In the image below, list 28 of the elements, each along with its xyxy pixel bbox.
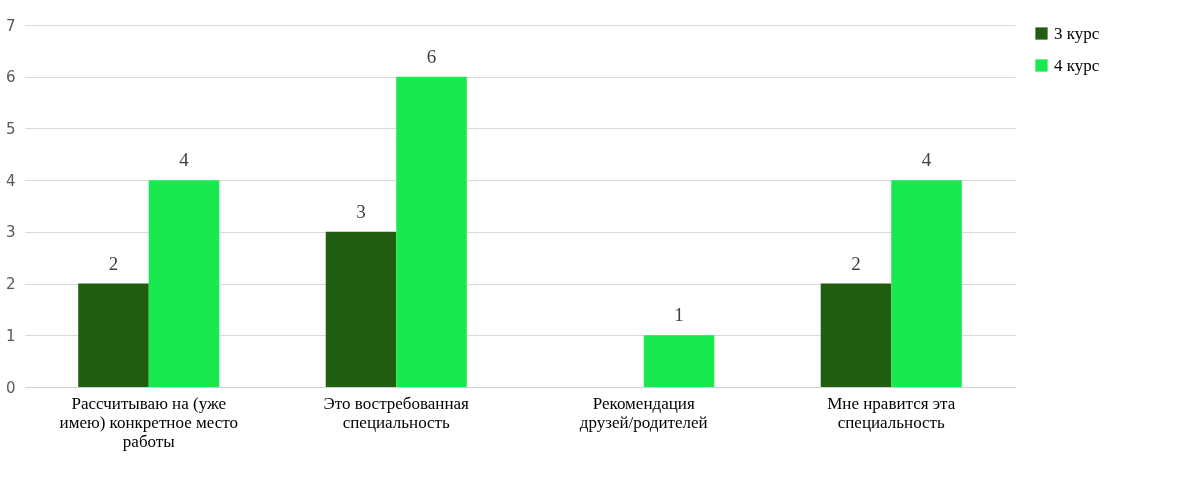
legend-label: 3 курс xyxy=(1054,23,1100,43)
y-tick-label: 0 xyxy=(5,378,16,397)
bar xyxy=(643,335,715,387)
x-tick-label: Рекомендация друзей/родителей xyxy=(579,393,708,432)
x-tick-label: Это востребованная специальность xyxy=(323,393,470,432)
y-tick-label: 7 xyxy=(5,16,16,35)
data-label: 1 xyxy=(674,304,684,326)
y-tick-label: 4 xyxy=(5,171,16,190)
y-tick-label: 1 xyxy=(5,326,16,345)
bar xyxy=(148,180,220,387)
bar xyxy=(325,231,397,387)
data-label: 4 xyxy=(179,149,190,171)
y-tick-label: 2 xyxy=(5,275,16,294)
y-tick-label: 6 xyxy=(5,68,16,87)
x-tick-label: Мне нравится эта специальность xyxy=(827,393,956,432)
data-label: 2 xyxy=(108,252,119,274)
bar xyxy=(820,283,892,387)
bar xyxy=(396,76,467,387)
data-label: 4 xyxy=(921,149,932,171)
data-label: 6 xyxy=(426,45,437,67)
data-label: 2 xyxy=(851,252,861,274)
bar xyxy=(78,283,149,387)
x-tick-label: Рассчитываю на (уже имею) конкретное место работы xyxy=(59,393,238,451)
data-label: 3 xyxy=(356,200,366,222)
bar xyxy=(891,180,962,387)
y-tick-label: 3 xyxy=(5,223,16,242)
y-tick-label: 5 xyxy=(5,119,16,138)
legend-label: 4 курс xyxy=(1054,55,1100,75)
